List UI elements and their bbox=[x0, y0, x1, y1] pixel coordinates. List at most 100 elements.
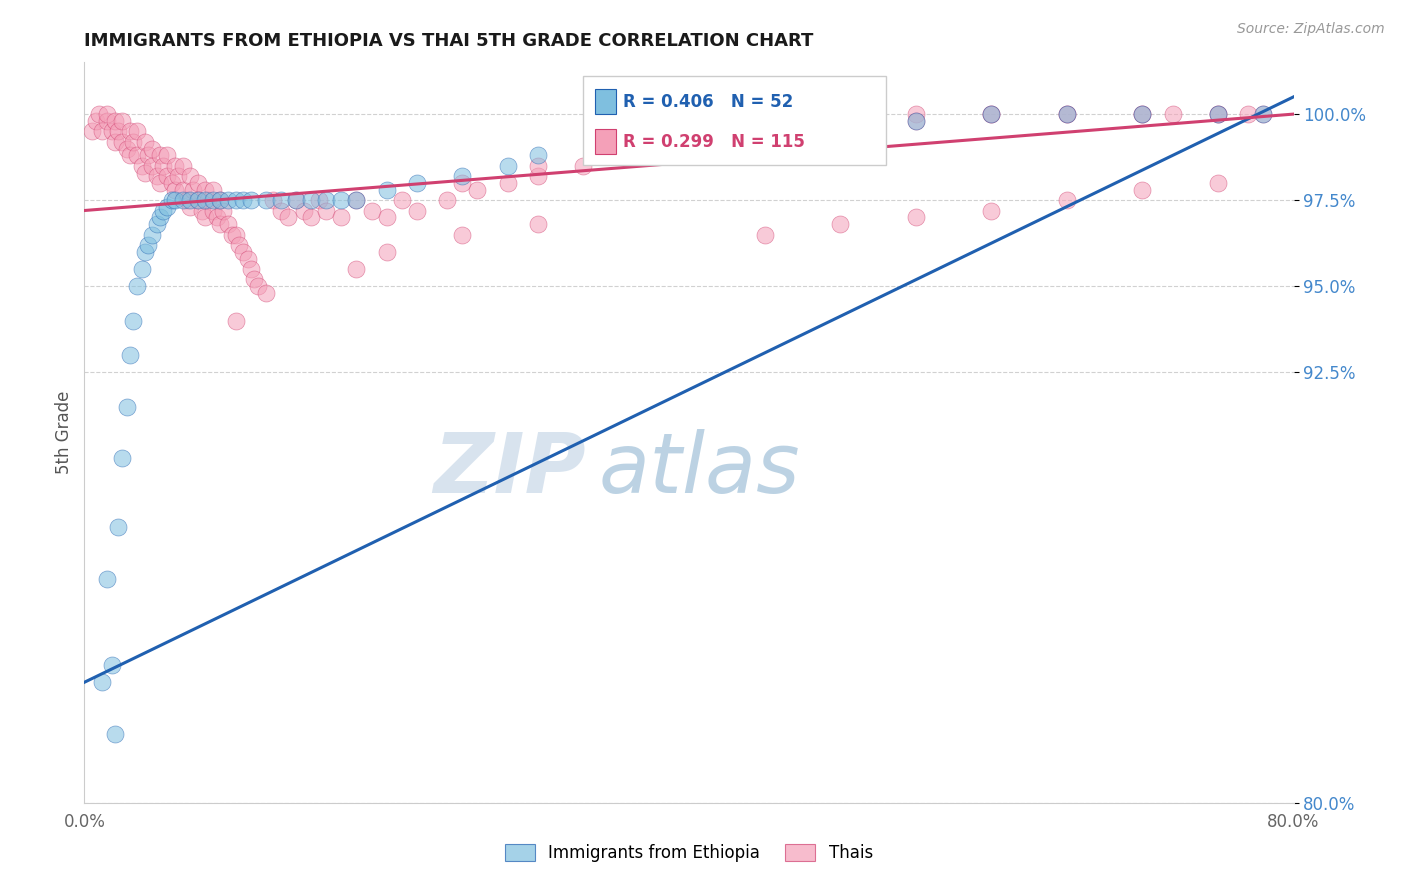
Point bbox=[228, 238, 250, 252]
Point bbox=[527, 159, 550, 173]
Point bbox=[225, 314, 247, 328]
Text: Source: ZipAtlas.com: Source: ZipAtlas.com bbox=[1237, 22, 1385, 37]
Point bbox=[104, 727, 127, 741]
Point bbox=[1056, 107, 1078, 121]
Point bbox=[156, 169, 179, 183]
Point bbox=[830, 114, 852, 128]
Point bbox=[201, 193, 224, 207]
Point bbox=[165, 159, 187, 173]
Point bbox=[156, 148, 179, 162]
Point bbox=[149, 176, 172, 190]
Point bbox=[330, 193, 353, 207]
Point bbox=[239, 262, 262, 277]
Point bbox=[346, 193, 368, 207]
Point bbox=[678, 135, 700, 149]
Point bbox=[375, 211, 398, 225]
Point bbox=[648, 142, 671, 156]
Point bbox=[315, 193, 337, 207]
Point bbox=[194, 183, 217, 197]
Point bbox=[89, 107, 111, 121]
Point bbox=[754, 124, 776, 138]
Point bbox=[209, 217, 232, 231]
Point bbox=[496, 159, 519, 173]
Point bbox=[100, 658, 122, 673]
Point bbox=[467, 183, 489, 197]
Point bbox=[179, 193, 201, 207]
Point bbox=[118, 124, 141, 138]
Point bbox=[830, 124, 852, 138]
Point bbox=[270, 193, 292, 207]
Point bbox=[191, 203, 214, 218]
Point bbox=[678, 135, 700, 149]
Point bbox=[179, 200, 201, 214]
Text: R = 0.406   N = 52: R = 0.406 N = 52 bbox=[623, 93, 793, 111]
Point bbox=[127, 124, 149, 138]
Point bbox=[678, 142, 700, 156]
Point bbox=[167, 169, 190, 183]
Point bbox=[904, 114, 927, 128]
Point bbox=[194, 211, 217, 225]
Point bbox=[146, 169, 169, 183]
Point bbox=[91, 675, 114, 690]
Legend: Immigrants from Ethiopia, Thais: Immigrants from Ethiopia, Thais bbox=[498, 837, 880, 869]
Point bbox=[1206, 176, 1229, 190]
Text: IMMIGRANTS FROM ETHIOPIA VS THAI 5TH GRADE CORRELATION CHART: IMMIGRANTS FROM ETHIOPIA VS THAI 5TH GRA… bbox=[84, 32, 814, 50]
Point bbox=[904, 114, 927, 128]
Point bbox=[194, 193, 217, 207]
Point bbox=[375, 244, 398, 259]
Point bbox=[225, 193, 247, 207]
Point bbox=[754, 135, 776, 149]
Point bbox=[277, 211, 299, 225]
Point bbox=[1132, 107, 1154, 121]
Point bbox=[187, 176, 209, 190]
Point bbox=[1161, 107, 1184, 121]
Point bbox=[111, 135, 134, 149]
Point bbox=[254, 193, 277, 207]
Point bbox=[172, 159, 194, 173]
Point bbox=[96, 107, 118, 121]
Point bbox=[141, 227, 163, 242]
Point bbox=[86, 114, 108, 128]
Point bbox=[1056, 107, 1078, 121]
Point bbox=[527, 169, 550, 183]
Point bbox=[391, 193, 413, 207]
Point bbox=[209, 193, 232, 207]
Point bbox=[904, 107, 927, 121]
Point bbox=[187, 193, 209, 207]
Point bbox=[141, 159, 163, 173]
Point bbox=[96, 572, 118, 586]
Point bbox=[232, 193, 254, 207]
Point bbox=[299, 193, 322, 207]
Point bbox=[754, 124, 776, 138]
Point bbox=[830, 217, 852, 231]
Point bbox=[980, 107, 1002, 121]
Point bbox=[115, 400, 138, 414]
Point bbox=[141, 142, 163, 156]
Point bbox=[451, 176, 474, 190]
Point bbox=[330, 211, 353, 225]
Point bbox=[165, 193, 187, 207]
Point bbox=[149, 211, 172, 225]
Point bbox=[270, 203, 292, 218]
Point bbox=[111, 114, 134, 128]
Point bbox=[225, 227, 247, 242]
Point bbox=[980, 107, 1002, 121]
Point bbox=[406, 176, 429, 190]
Point bbox=[292, 203, 315, 218]
Point bbox=[346, 262, 368, 277]
Point bbox=[572, 159, 595, 173]
Point bbox=[212, 203, 235, 218]
Point bbox=[1253, 107, 1275, 121]
Point bbox=[1132, 107, 1154, 121]
Point bbox=[360, 203, 382, 218]
Point bbox=[904, 211, 927, 225]
Point bbox=[980, 107, 1002, 121]
Point bbox=[201, 183, 224, 197]
Point bbox=[118, 348, 141, 362]
Point bbox=[375, 183, 398, 197]
Point bbox=[207, 211, 229, 225]
Point bbox=[136, 148, 159, 162]
Point bbox=[1132, 107, 1154, 121]
Point bbox=[80, 124, 103, 138]
Point bbox=[451, 227, 474, 242]
